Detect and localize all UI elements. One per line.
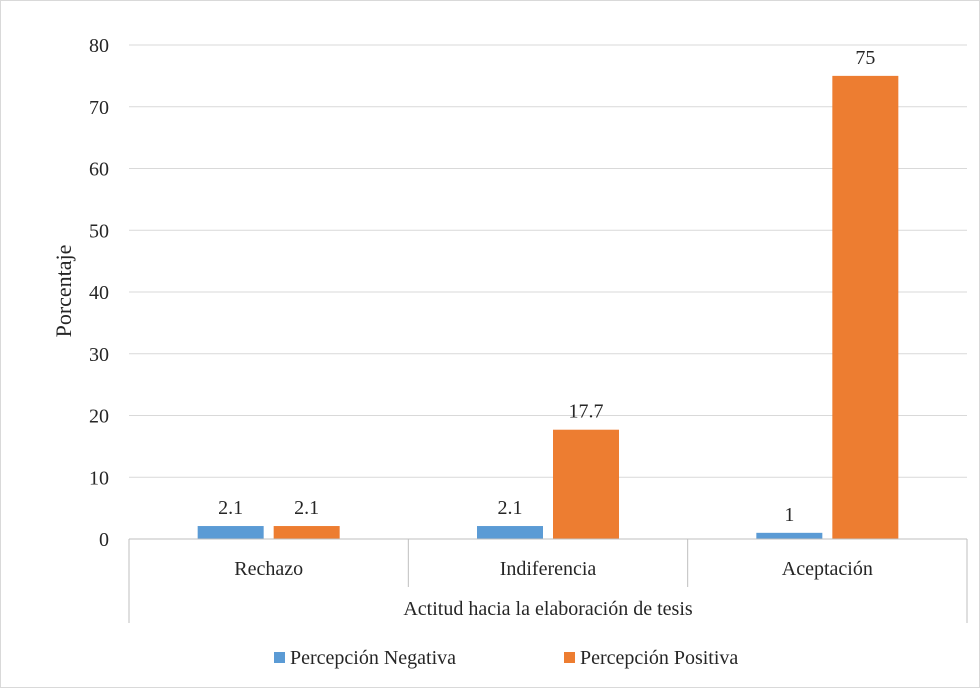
data-label: 17.7 xyxy=(569,401,604,423)
x-axis: Rechazo Indiferencia Aceptación xyxy=(128,538,968,623)
bar-negativa xyxy=(197,526,264,539)
bar-positiva xyxy=(273,526,340,539)
bar-negativa xyxy=(477,526,543,539)
y-tick-label: 60 xyxy=(89,159,109,181)
data-label: 1 xyxy=(784,504,794,526)
data-label: 2.1 xyxy=(294,497,319,519)
legend-label: Percepción Positiva xyxy=(580,647,738,669)
legend-swatch xyxy=(274,652,285,663)
bar-positiva xyxy=(832,75,899,539)
x-axis-label: Actitud hacia la elaboración de tesis xyxy=(403,598,693,620)
y-tick-label: 70 xyxy=(89,97,109,119)
y-tick-label: 20 xyxy=(89,406,109,428)
y-axis-label: Porcentaje xyxy=(51,245,76,338)
bar-positiva xyxy=(553,429,619,539)
y-tick-label: 10 xyxy=(89,467,109,489)
data-label: 2.1 xyxy=(498,497,523,519)
data-label: 75 xyxy=(855,47,875,69)
gridlines xyxy=(129,44,967,478)
data-label: 2.1 xyxy=(218,497,243,519)
legend-label: Percepción Negativa xyxy=(290,647,456,669)
x-tick-label: Aceptación xyxy=(782,558,873,580)
y-tick-label: 0 xyxy=(99,529,109,551)
x-tick-label: Indiferencia xyxy=(500,558,597,580)
y-tick-label: 80 xyxy=(89,35,109,57)
x-tick-label: Rechazo xyxy=(234,558,303,580)
y-tick-label: 40 xyxy=(89,282,109,304)
legend: Percepción Negativa Percepción Positiva xyxy=(274,647,738,669)
y-axis-ticks: 0 10 20 30 40 50 60 70 80 xyxy=(89,35,109,551)
y-tick-label: 50 xyxy=(89,220,109,242)
legend-swatch xyxy=(564,652,575,663)
bar-negativa xyxy=(756,532,823,539)
bars xyxy=(197,75,899,539)
y-tick-label: 30 xyxy=(89,344,109,366)
data-labels: 2.1 2.1 2.1 17.7 1 75 xyxy=(218,47,875,526)
